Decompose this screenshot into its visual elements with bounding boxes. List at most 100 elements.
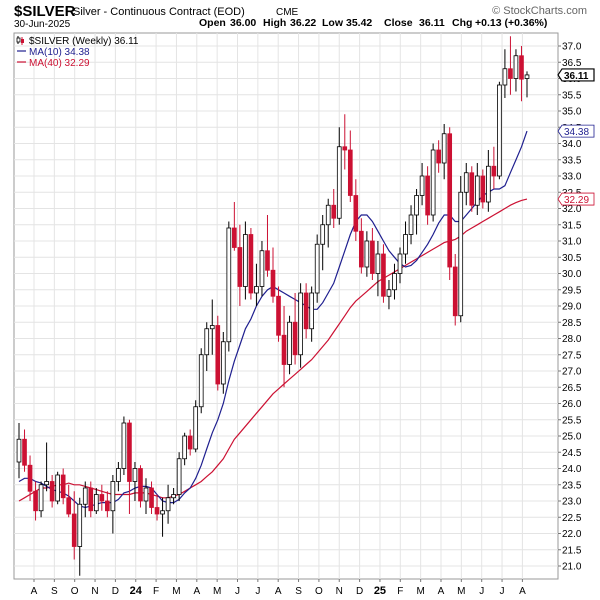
y-tick-label: 21.5 xyxy=(562,545,582,556)
candle-body xyxy=(359,230,364,268)
x-tick-label: J xyxy=(255,586,260,597)
candle-body xyxy=(292,321,298,356)
price-label-text: 36.11 xyxy=(564,71,589,82)
candle-body xyxy=(99,494,105,502)
chart-description: Silver - Continuous Contract (EOD) xyxy=(73,6,245,18)
candle-body xyxy=(303,292,309,330)
candle-body xyxy=(281,334,287,365)
candle-body xyxy=(497,84,502,177)
candle-down xyxy=(480,169,486,209)
candle-body xyxy=(27,464,33,492)
candle-up xyxy=(198,348,204,414)
candle-up xyxy=(77,497,83,576)
ma40-series xyxy=(18,198,528,502)
y-tick-label: 31.5 xyxy=(562,220,582,231)
candle-body xyxy=(193,406,199,450)
candle-up xyxy=(193,400,199,453)
legend: $SILVER (Weekly) 36.11 MA(10) 34.38 MA(4… xyxy=(16,36,139,69)
candle-body xyxy=(480,175,486,203)
candle-down xyxy=(276,286,281,342)
candle-up xyxy=(176,452,182,501)
candle-down xyxy=(60,468,66,505)
candle-body xyxy=(204,328,210,356)
candle-body xyxy=(414,195,419,216)
candle-body xyxy=(265,250,270,271)
candle-up xyxy=(254,263,259,306)
candle-up xyxy=(243,221,248,300)
candle-body xyxy=(270,269,276,297)
candle-body xyxy=(469,172,475,206)
candle-up xyxy=(204,322,210,371)
candle-body xyxy=(127,422,132,482)
candle-up xyxy=(226,221,232,352)
candle-up xyxy=(182,432,187,466)
x-axis: A S O N D 24 F M A M J J A S O N D 25 F M A M J J A xyxy=(31,579,526,597)
chart-date: 30-Jun-2025 xyxy=(14,19,71,30)
x-tick-label: A xyxy=(193,586,200,597)
y-tick-label: 21.0 xyxy=(562,562,582,573)
candle-down xyxy=(508,36,513,95)
x-tick-label: F xyxy=(397,586,403,597)
price-labels: 36.11 34.38 32.29 xyxy=(557,68,595,206)
y-tick-label: 25.0 xyxy=(562,432,582,443)
candle-up xyxy=(524,71,530,98)
candle-body xyxy=(16,438,22,463)
candle-body xyxy=(110,481,116,512)
y-tick-label: 23.0 xyxy=(562,497,582,508)
y-axis: 21.0 21.5 22.0 22.5 23.0 23.5 24.0 24.5 25.0 25.5… xyxy=(558,42,582,573)
candle-down xyxy=(71,491,77,560)
candle-down xyxy=(331,189,337,228)
chart-symbol: $SILVER xyxy=(14,3,76,20)
y-tick-label: 22.5 xyxy=(562,513,582,524)
candle-up xyxy=(419,163,425,206)
candle-down xyxy=(436,140,441,173)
ma40-line xyxy=(18,198,528,502)
candle-up xyxy=(386,280,392,310)
x-tick-label: M xyxy=(213,586,221,597)
candle-body xyxy=(160,510,165,515)
candle-down xyxy=(292,293,298,365)
y-tick-label: 27.0 xyxy=(562,367,582,378)
candle-body xyxy=(254,286,259,294)
candle-up xyxy=(392,263,397,300)
candle-up xyxy=(320,215,326,271)
candle-body xyxy=(309,292,314,330)
candle-body xyxy=(314,243,320,294)
candle-body xyxy=(513,55,519,79)
candle-body xyxy=(49,481,55,502)
y-tick-label: 22.0 xyxy=(562,529,582,540)
price-label-text: 32.29 xyxy=(564,195,589,206)
candle-body xyxy=(441,133,447,164)
candle-body xyxy=(386,289,392,297)
candle-up xyxy=(259,241,265,297)
candle-up xyxy=(220,332,226,394)
candle-body xyxy=(138,468,143,502)
candle-down xyxy=(33,481,38,521)
high-label: High xyxy=(263,17,286,29)
price-label-ma10: 34.38 xyxy=(557,124,595,138)
candle-up xyxy=(16,423,22,479)
legend-item-ma10: MA(10) 34.38 xyxy=(17,47,90,58)
candle-body xyxy=(353,195,359,232)
candle-down xyxy=(281,306,287,388)
candle-up xyxy=(298,283,303,368)
candle-body xyxy=(287,321,292,365)
x-tick-label: M xyxy=(457,586,465,597)
candle-down xyxy=(342,114,348,170)
candle-body xyxy=(502,68,508,86)
candle-body xyxy=(336,146,342,219)
candle-body xyxy=(165,497,171,512)
candle-body xyxy=(105,500,110,512)
candle-down xyxy=(265,215,270,277)
candle-body xyxy=(463,172,469,193)
y-tick-label: 30.5 xyxy=(562,253,582,264)
candle-body xyxy=(392,273,397,291)
candle-body xyxy=(425,175,430,216)
x-tick-label: M xyxy=(172,586,180,597)
candle-body xyxy=(259,250,265,287)
x-tick-label: 24 xyxy=(130,585,143,597)
y-tick-label: 24.5 xyxy=(562,448,582,459)
y-tick-label: 36.5 xyxy=(562,58,582,69)
candle-body xyxy=(182,435,187,460)
candle-body xyxy=(436,149,441,164)
